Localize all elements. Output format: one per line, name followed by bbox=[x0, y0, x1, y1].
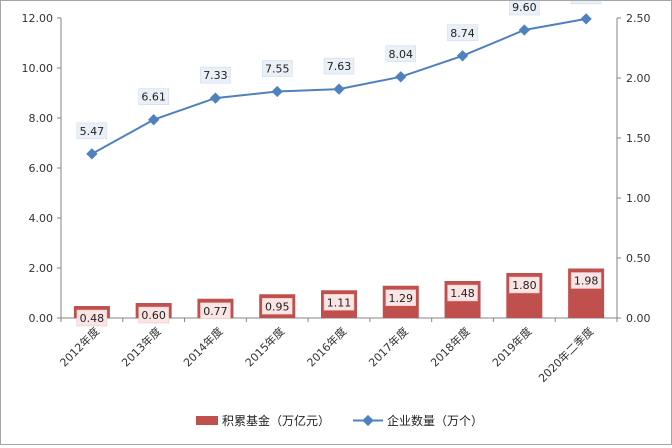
line-data-label: 6.61 bbox=[141, 91, 166, 104]
legend-swatch-bar bbox=[196, 416, 218, 425]
left-axis-tick-label: 4.00 bbox=[29, 212, 54, 225]
left-axis-tick-label: 10.00 bbox=[22, 62, 54, 75]
line-label-box bbox=[76, 122, 108, 140]
line-marker bbox=[271, 85, 283, 98]
legend-swatch-marker bbox=[362, 414, 374, 427]
line-label-box bbox=[447, 24, 478, 42]
right-axis-tick-label: 0.50 bbox=[626, 252, 651, 265]
right-axis-tick-label: 1.00 bbox=[626, 192, 651, 205]
bar-data-label: 0.95 bbox=[265, 300, 290, 313]
right-axis-tick-label: 2.50 bbox=[626, 12, 651, 25]
bar-data-label: 1.11 bbox=[327, 296, 352, 309]
category-label: 2015年度 bbox=[242, 324, 287, 369]
line-label-box bbox=[570, 0, 602, 5]
line-data-label: 7.33 bbox=[203, 69, 228, 82]
right-axis-tick-label: 2.00 bbox=[626, 72, 651, 85]
line-marker bbox=[518, 24, 530, 36]
line-data-label: 9.97 bbox=[574, 1, 599, 3]
left-axis-tick-label: 8.00 bbox=[29, 112, 54, 125]
bar-data-label: 1.98 bbox=[574, 275, 599, 288]
category-label: 2018年度 bbox=[427, 324, 472, 369]
right-axis-tick-label: 1.50 bbox=[626, 132, 651, 145]
right-axis-tick-label: 0.00 bbox=[626, 312, 651, 325]
left-axis-tick-label: 6.00 bbox=[29, 162, 54, 175]
line-data-label: 8.74 bbox=[450, 27, 475, 40]
bar-label-box bbox=[138, 306, 169, 324]
left-axis-tick-label: 0.00 bbox=[29, 312, 54, 325]
bar-label-box bbox=[385, 289, 417, 306]
category-label: 2014年度 bbox=[180, 324, 225, 369]
line-label-box bbox=[138, 88, 169, 105]
bar-data-label: 1.29 bbox=[389, 292, 414, 305]
bar-label-box bbox=[447, 284, 478, 302]
bar-data-labels: 0.48 0.60 0.77 0.95 1.11 1.29 1.48 1.80 1.98 bbox=[76, 272, 602, 327]
line-marker bbox=[395, 71, 407, 83]
line-marker bbox=[580, 13, 592, 25]
category-label: 2012年度 bbox=[57, 324, 102, 369]
category-label: 2017年度 bbox=[366, 324, 411, 369]
left-axis-tick-label: 12.00 bbox=[22, 12, 54, 25]
left-axis-tick-label: 2.00 bbox=[29, 262, 54, 275]
legend-label-line: 企业数量（万个） bbox=[387, 413, 483, 428]
line-label-box bbox=[323, 57, 355, 75]
line-data-label: 8.04 bbox=[389, 48, 414, 61]
bar-data-label: 1.80 bbox=[512, 279, 537, 292]
bar-label-box bbox=[509, 276, 540, 294]
category-axis-labels: 2012年度 2013年度 2014年度 2015年度 2016年度 2017年度 2018… bbox=[57, 324, 596, 385]
legend-label-bar: 积累基金（万亿元） bbox=[222, 413, 330, 428]
line-marker bbox=[86, 148, 98, 160]
category-label: 2016年度 bbox=[304, 324, 349, 369]
bar-data-label: 0.60 bbox=[141, 309, 166, 322]
line-data-label: 9.60 bbox=[512, 1, 537, 14]
line-data-label: 7.55 bbox=[265, 63, 290, 76]
line-label-box bbox=[261, 60, 293, 77]
line-label-box bbox=[200, 66, 231, 84]
bar-label-box bbox=[323, 294, 355, 311]
line-marker bbox=[209, 92, 222, 104]
bar-label-box bbox=[570, 272, 602, 289]
bar-data-label: 1.48 bbox=[450, 287, 475, 300]
line-label-box bbox=[385, 45, 417, 63]
line-data-label: 5.47 bbox=[80, 125, 105, 138]
line-label-box bbox=[509, 0, 540, 16]
bar-data-label: 0.48 bbox=[80, 312, 105, 325]
bar-label-box bbox=[76, 309, 108, 327]
line-data-labels: 5.47 6.61 7.33 7.55 7.63 8.04 8.74 9.60 9.97 bbox=[76, 0, 602, 140]
line-series bbox=[86, 13, 592, 160]
line-marker bbox=[333, 83, 345, 95]
category-label: 2019年度 bbox=[489, 324, 534, 369]
line-data-label: 7.63 bbox=[327, 60, 352, 73]
line-marker bbox=[148, 114, 160, 126]
category-label: 2013年度 bbox=[119, 324, 164, 369]
category-label: 2020年二季度 bbox=[535, 324, 596, 385]
bar-label-box bbox=[261, 298, 293, 315]
legend: 积累基金（万亿元） 企业数量（万个） bbox=[196, 413, 483, 428]
bar-data-label: 0.77 bbox=[203, 305, 228, 318]
bar-label-box bbox=[200, 302, 231, 319]
line-marker bbox=[456, 50, 469, 62]
